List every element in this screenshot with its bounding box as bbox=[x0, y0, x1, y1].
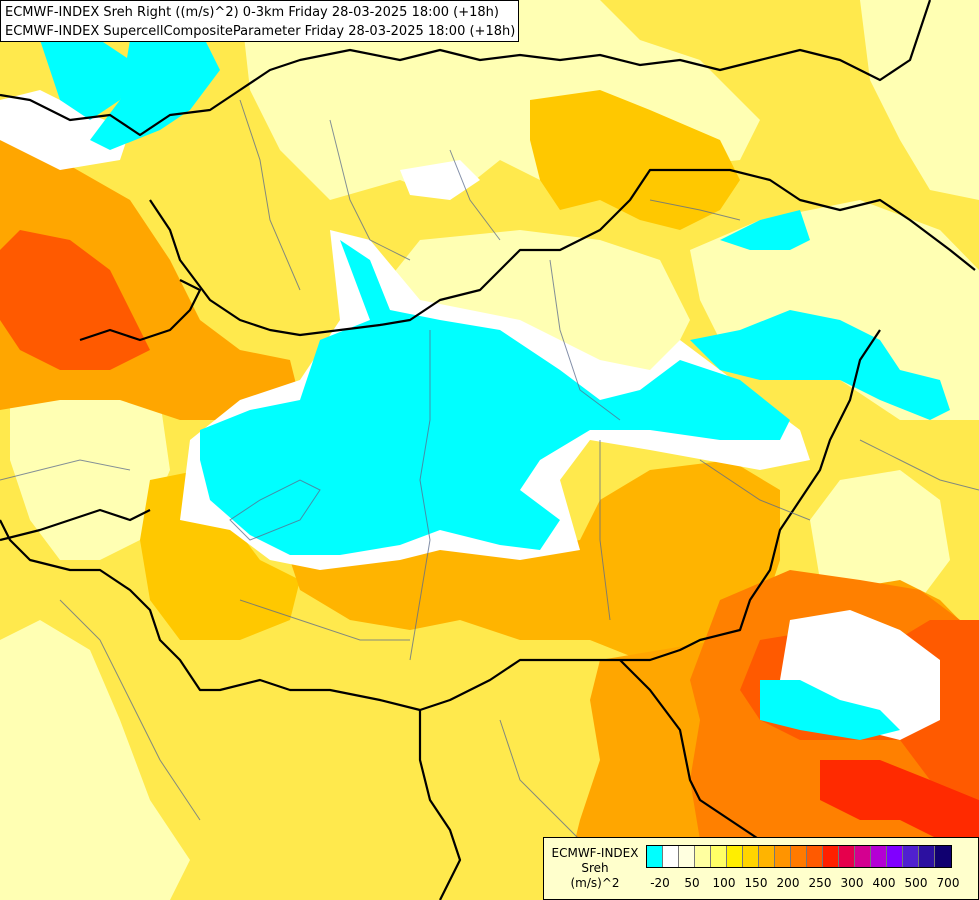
map-title-line-1: ECMWF-INDEX Sreh Right ((m/s)^2) 0-3km F… bbox=[5, 5, 499, 20]
field-light-yellow-east bbox=[690, 200, 979, 420]
region-line bbox=[329, 119, 411, 261]
legend-swatch bbox=[903, 846, 919, 867]
legend-swatch bbox=[855, 846, 871, 867]
field-light-yellow-west bbox=[10, 380, 170, 560]
region-line bbox=[59, 599, 201, 821]
legend-title-line-1: ECMWF-INDEX bbox=[551, 846, 639, 860]
legend-swatch bbox=[727, 846, 743, 867]
field-orange-light-north bbox=[530, 90, 740, 230]
field-cyan-southeast bbox=[760, 680, 900, 740]
legend-swatch bbox=[775, 846, 791, 867]
legend-swatch bbox=[711, 846, 727, 867]
field-cyan-north-2 bbox=[90, 30, 220, 150]
field-light-yellow-southwest bbox=[0, 620, 190, 900]
legend-swatch bbox=[791, 846, 807, 867]
field-white-topcenter bbox=[400, 160, 480, 200]
region-line bbox=[239, 99, 301, 291]
legend-swatch bbox=[695, 846, 711, 867]
legend-title-line-2: Sreh bbox=[581, 861, 609, 875]
color-legend: ECMWF-INDEX Sreh (m/s)^2 -20 50 100 150 200 2… bbox=[543, 837, 979, 900]
legend-tick-label: 400 bbox=[872, 876, 896, 890]
field-white-southeast bbox=[780, 610, 940, 740]
field-cyan-east bbox=[690, 310, 950, 420]
legend-swatch bbox=[935, 846, 951, 867]
region-line bbox=[859, 439, 979, 491]
legend-tick-label: 50 bbox=[684, 876, 700, 890]
region-line bbox=[239, 599, 410, 641]
map-title-box: ECMWF-INDEX Sreh Right ((m/s)^2) 0-3km F… bbox=[0, 0, 519, 42]
legend-swatch bbox=[919, 846, 935, 867]
legend-swatches bbox=[646, 845, 952, 868]
legend-title-line-3: (m/s)^2 bbox=[570, 876, 620, 890]
border-line bbox=[418, 710, 462, 900]
region-line bbox=[229, 479, 321, 541]
legend-tick-label: 200 bbox=[776, 876, 800, 890]
field-light-yellow-southeast bbox=[810, 470, 950, 610]
region-line bbox=[409, 330, 431, 661]
legend-tick-label: -20 bbox=[650, 876, 670, 890]
region-line bbox=[0, 459, 131, 481]
legend-swatch bbox=[679, 846, 695, 867]
field-orange-central bbox=[290, 460, 780, 660]
field-white-northwest bbox=[0, 90, 130, 170]
legend-swatch bbox=[647, 846, 663, 867]
region-line bbox=[699, 459, 811, 521]
map-title-line-2: ECMWF-INDEX SupercellCompositeParameter … bbox=[5, 24, 516, 39]
field-red-orange-west bbox=[0, 230, 150, 370]
legend-swatch bbox=[807, 846, 823, 867]
region-line bbox=[649, 199, 741, 221]
region-line bbox=[549, 259, 621, 421]
legend-tick-label: 500 bbox=[904, 876, 928, 890]
legend-tick-label: 300 bbox=[840, 876, 864, 890]
legend-swatch bbox=[823, 846, 839, 867]
field-light-yellow-topright bbox=[860, 0, 979, 200]
legend-swatch bbox=[871, 846, 887, 867]
border-line bbox=[79, 279, 202, 342]
legend-title: ECMWF-INDEX Sreh (m/s)^2 bbox=[548, 846, 642, 891]
legend-ticks: -20 50 100 150 200 250 300 400 500 700 bbox=[646, 876, 976, 892]
border-line bbox=[0, 0, 932, 137]
region-line bbox=[599, 440, 611, 621]
legend-tick-label: 100 bbox=[712, 876, 736, 890]
field-red-southeast bbox=[820, 760, 979, 860]
legend-swatch bbox=[887, 846, 903, 867]
border-line bbox=[0, 329, 881, 712]
border-line bbox=[149, 168, 976, 337]
legend-swatch bbox=[663, 846, 679, 867]
field-cyan-central bbox=[200, 240, 790, 555]
border-line bbox=[0, 508, 151, 542]
legend-tick-label: 150 bbox=[744, 876, 768, 890]
field-cyan-northeast bbox=[720, 210, 810, 250]
legend-swatch bbox=[839, 846, 855, 867]
legend-swatch bbox=[743, 846, 759, 867]
field-orange-light-southwest bbox=[140, 470, 300, 640]
region-line bbox=[449, 149, 501, 241]
legend-tick-label: 700 bbox=[936, 876, 960, 890]
field-cyan-north bbox=[40, 40, 130, 120]
legend-tick-label: 250 bbox=[808, 876, 832, 890]
legend-swatch bbox=[759, 846, 775, 867]
